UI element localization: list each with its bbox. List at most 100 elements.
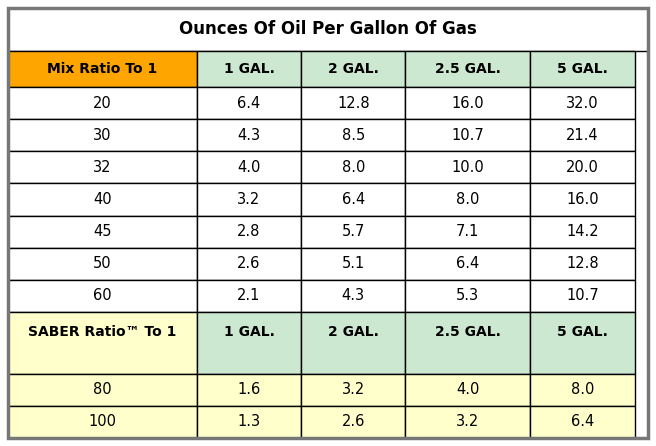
Bar (530, 51, 634, 87)
Text: 10.0: 10.0 (451, 160, 484, 175)
Bar (8, 51, 197, 87)
Text: 20.0: 20.0 (566, 160, 599, 175)
Text: 4.3: 4.3 (342, 288, 365, 303)
Bar (405, 51, 530, 87)
Bar (530, 312, 634, 374)
Text: 2.6: 2.6 (342, 414, 365, 429)
Bar (530, 87, 634, 119)
Bar (301, 406, 405, 438)
Bar (301, 183, 405, 215)
Text: 8.5: 8.5 (342, 128, 365, 143)
Text: 1 GAL.: 1 GAL. (224, 325, 274, 339)
Bar (301, 248, 405, 280)
Text: 8.0: 8.0 (456, 192, 480, 207)
Bar (197, 312, 301, 374)
Text: 7.1: 7.1 (456, 224, 480, 239)
Bar (8, 8, 648, 51)
Bar (405, 215, 530, 248)
Bar (197, 87, 301, 119)
Bar (405, 119, 530, 151)
Text: 6.4: 6.4 (571, 414, 594, 429)
Bar (530, 215, 634, 248)
Text: 1.6: 1.6 (237, 382, 260, 397)
Text: 5 GAL.: 5 GAL. (557, 62, 608, 76)
Text: 2.5 GAL.: 2.5 GAL. (435, 325, 501, 339)
Text: 4.0: 4.0 (237, 160, 260, 175)
Text: 40: 40 (93, 192, 112, 207)
Bar (197, 119, 301, 151)
Text: SABER Ratio™ To 1: SABER Ratio™ To 1 (28, 325, 176, 339)
Bar (197, 215, 301, 248)
Text: 3.2: 3.2 (456, 414, 480, 429)
Text: 4.3: 4.3 (237, 128, 260, 143)
Bar (8, 312, 197, 374)
Text: 6.4: 6.4 (456, 256, 480, 271)
Text: 1 GAL.: 1 GAL. (224, 62, 274, 76)
Text: 30: 30 (93, 128, 112, 143)
Text: 5 GAL.: 5 GAL. (557, 325, 608, 339)
Bar (405, 280, 530, 312)
Text: 12.8: 12.8 (566, 256, 599, 271)
Text: 1.3: 1.3 (237, 414, 260, 429)
Bar (197, 183, 301, 215)
Bar (8, 183, 197, 215)
Bar (301, 151, 405, 183)
Text: 2.5 GAL.: 2.5 GAL. (435, 62, 501, 76)
Bar (530, 151, 634, 183)
Bar (530, 406, 634, 438)
Text: 32: 32 (93, 160, 112, 175)
Text: 2.1: 2.1 (237, 288, 260, 303)
Text: 3.2: 3.2 (237, 192, 260, 207)
Text: 60: 60 (93, 288, 112, 303)
Bar (197, 151, 301, 183)
Text: 2 GAL.: 2 GAL. (328, 325, 379, 339)
Text: Ounces Of Oil Per Gallon Of Gas: Ounces Of Oil Per Gallon Of Gas (179, 21, 477, 38)
Text: 14.2: 14.2 (566, 224, 599, 239)
Bar (530, 248, 634, 280)
Text: 20: 20 (93, 96, 112, 111)
Bar (301, 87, 405, 119)
Bar (301, 51, 405, 87)
Bar (197, 280, 301, 312)
Text: 32.0: 32.0 (566, 96, 599, 111)
Text: 45: 45 (93, 224, 112, 239)
Text: 5.3: 5.3 (457, 288, 480, 303)
Bar (301, 215, 405, 248)
Text: 4.0: 4.0 (456, 382, 480, 397)
Bar (405, 374, 530, 406)
Bar (405, 312, 530, 374)
Text: 8.0: 8.0 (571, 382, 594, 397)
Bar (301, 374, 405, 406)
Bar (8, 280, 197, 312)
Bar (301, 119, 405, 151)
Bar (8, 248, 197, 280)
Bar (197, 406, 301, 438)
Bar (8, 215, 197, 248)
Text: 5.7: 5.7 (342, 224, 365, 239)
Text: Mix Ratio To 1: Mix Ratio To 1 (47, 62, 157, 76)
Bar (197, 51, 301, 87)
Bar (8, 151, 197, 183)
Bar (530, 119, 634, 151)
Bar (301, 312, 405, 374)
Bar (405, 151, 530, 183)
Text: 5.1: 5.1 (342, 256, 365, 271)
Text: 6.4: 6.4 (342, 192, 365, 207)
Text: 8.0: 8.0 (342, 160, 365, 175)
Bar (8, 87, 197, 119)
Text: 2.8: 2.8 (237, 224, 260, 239)
Text: 80: 80 (93, 382, 112, 397)
Text: 50: 50 (93, 256, 112, 271)
Text: 6.4: 6.4 (237, 96, 260, 111)
Text: 2 GAL.: 2 GAL. (328, 62, 379, 76)
Bar (405, 406, 530, 438)
Bar (8, 374, 197, 406)
Bar (405, 248, 530, 280)
Text: 16.0: 16.0 (566, 192, 599, 207)
Bar (405, 87, 530, 119)
Bar (530, 280, 634, 312)
Text: 100: 100 (89, 414, 116, 429)
Text: 2.6: 2.6 (237, 256, 260, 271)
Text: 16.0: 16.0 (451, 96, 484, 111)
Text: 10.7: 10.7 (451, 128, 484, 143)
